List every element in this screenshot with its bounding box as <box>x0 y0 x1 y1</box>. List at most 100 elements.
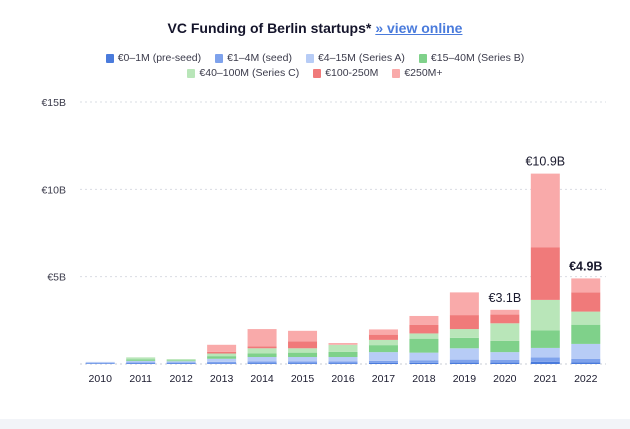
bar-segment <box>247 346 277 349</box>
bar-segment <box>530 347 560 358</box>
legend-swatch <box>305 53 314 63</box>
bar-segment <box>126 359 156 361</box>
bar-segment <box>409 324 439 334</box>
bar-segment <box>490 340 520 353</box>
bar-segment <box>328 357 358 362</box>
data-label: €10.9B <box>525 155 565 169</box>
x-tick-label: 2010 <box>89 373 113 385</box>
bar-segment <box>288 352 318 358</box>
x-tick-label: 2020 <box>493 373 517 385</box>
legend-item-series-c[interactable]: €40–100M (Series C) <box>187 67 299 79</box>
bar-segment <box>207 356 237 359</box>
bar-segment <box>449 337 479 349</box>
x-tick-label: 2011 <box>129 373 152 385</box>
bar-segment <box>490 309 520 315</box>
legend-item-series-a[interactable]: €4–15M (Series A) <box>305 52 405 64</box>
bar-segment <box>409 333 439 339</box>
x-tick-label: 2017 <box>372 373 396 385</box>
x-tick-label: 2021 <box>534 373 558 385</box>
legend-label: €0–1M (pre-seed) <box>117 52 202 64</box>
x-tick-label: 2016 <box>331 373 355 385</box>
bar-segment <box>449 362 479 364</box>
bar-segment <box>368 334 398 340</box>
legend-swatch <box>313 68 322 78</box>
bar-segment <box>207 351 237 354</box>
bar-segment <box>409 360 439 363</box>
bar-segment <box>288 363 318 364</box>
bar-segment <box>207 344 237 352</box>
bar-segment <box>530 357 560 362</box>
legend-label: €250M+ <box>404 67 443 79</box>
x-tick-label: 2013 <box>210 373 234 385</box>
bar-segment <box>247 361 277 364</box>
bar-segment <box>247 348 277 354</box>
legend-row-1: €0–1M (pre-seed) €1–4M (seed) €4–15M (Se… <box>0 52 630 64</box>
legend-row-2: €40–100M (Series C) €100-250M €250M+ <box>0 67 630 79</box>
bar-segment <box>288 357 318 362</box>
y-tick-label: €10B <box>41 184 66 196</box>
bar-segment <box>571 292 601 312</box>
bar-segment <box>328 343 358 345</box>
legend-swatch <box>418 53 427 63</box>
bar-segment <box>207 361 237 364</box>
bar-segment <box>328 363 358 364</box>
bar-segment <box>126 357 156 360</box>
legend-swatch <box>105 53 114 63</box>
bar-segment <box>449 348 479 360</box>
bar-segment <box>288 361 318 364</box>
legend-label: €15–40M (Series B) <box>430 52 525 64</box>
bar-segment <box>328 351 358 358</box>
bar-segment <box>490 352 520 360</box>
legend-item-series-b[interactable]: €15–40M (Series B) <box>418 52 525 64</box>
bar-segment <box>288 348 318 353</box>
bar-segment <box>409 338 439 353</box>
chart-title: VC Funding of Berlin startups*» view onl… <box>0 20 630 36</box>
bar-segment <box>247 353 277 358</box>
bar-segment <box>288 330 318 342</box>
legend-item-100-250m[interactable]: €100-250M <box>313 67 378 79</box>
bar-segment <box>368 345 398 353</box>
bar-segment <box>571 311 601 325</box>
bar-segment <box>449 292 479 316</box>
bar-segment <box>449 329 479 338</box>
bar-segment <box>166 360 196 362</box>
x-tick-label: 2015 <box>291 373 315 385</box>
y-tick-label: €5B <box>47 272 66 284</box>
legend-label: €40–100M (Series C) <box>199 67 300 79</box>
legend-label: €1–4M (seed) <box>227 52 292 64</box>
legend-label: €4–15M (Series A) <box>317 52 405 64</box>
x-tick-label: 2022 <box>574 373 598 385</box>
bar-segment <box>126 360 156 363</box>
x-tick-label: 2014 <box>250 373 274 385</box>
legend-item-seed[interactable]: €1–4M (seed) <box>215 52 292 64</box>
footer-band <box>0 419 630 429</box>
bar-segment <box>207 358 237 362</box>
bar-segment <box>166 361 196 363</box>
x-tick-label: 2019 <box>453 373 477 385</box>
bar-segment <box>166 362 196 364</box>
bar-segment <box>571 358 601 363</box>
bar-segment <box>166 363 196 364</box>
x-tick-label: 2012 <box>169 373 193 385</box>
y-tick-label: €15B <box>41 97 66 109</box>
bar-segment <box>530 330 560 348</box>
bar-segment <box>126 362 156 364</box>
bar-segment <box>368 339 398 346</box>
bar-segment <box>328 361 358 364</box>
view-online-link[interactable]: » view online <box>375 20 463 36</box>
bar-segment <box>126 363 156 364</box>
chart-title-text: VC Funding of Berlin startups* <box>167 20 372 36</box>
bar-segment <box>490 362 520 364</box>
bar-segment <box>207 353 237 357</box>
bar-segment <box>571 324 601 344</box>
bar-segment <box>85 361 115 363</box>
bar-segment <box>490 359 520 363</box>
legend-item-pre-seed[interactable]: €0–1M (pre-seed) <box>105 52 202 64</box>
bar-segment <box>247 363 277 364</box>
legend-swatch <box>215 53 224 63</box>
bar-segment <box>85 362 115 364</box>
legend-item-250m-plus[interactable]: €250M+ <box>392 67 443 79</box>
bar-segment <box>166 359 196 361</box>
bar-segment <box>368 362 398 364</box>
